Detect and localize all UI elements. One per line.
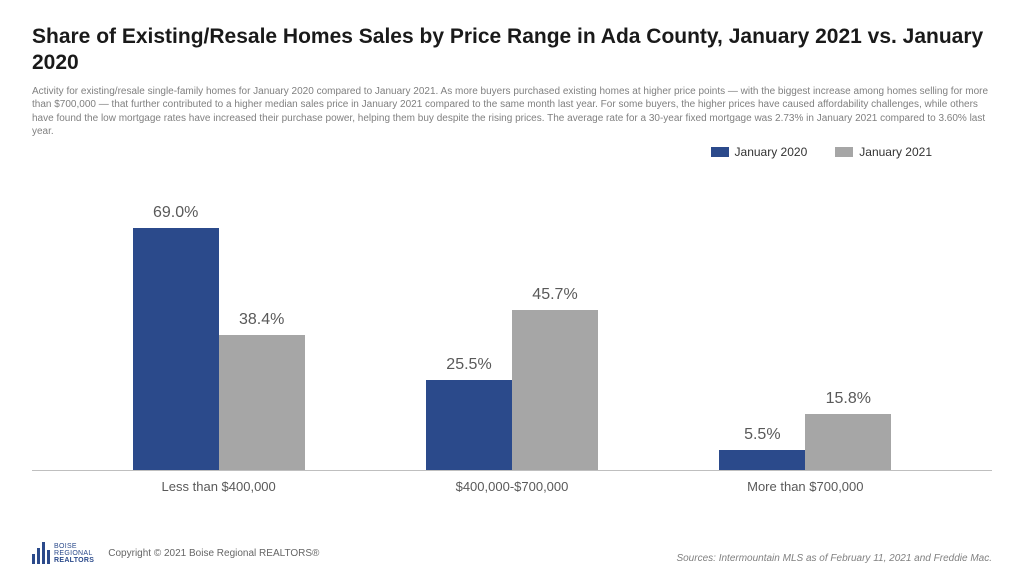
bar-value-label: 69.0%	[153, 204, 198, 222]
bar-value-label: 45.7%	[532, 286, 577, 304]
bar-wrap: 5.5%	[719, 426, 805, 469]
bar-wrap: 25.5%	[426, 356, 512, 469]
chart-plot-area: 69.0% 38.4% 25.5% 45.7% 5.5% 15.8%	[32, 161, 992, 471]
bar-value-label: 38.4%	[239, 311, 284, 329]
legend-item-2021: January 2021	[835, 145, 932, 159]
bar-group: 69.0% 38.4%	[72, 204, 365, 470]
legend-swatch-2021	[835, 147, 853, 157]
bar	[133, 228, 219, 470]
chart-subtitle: Activity for existing/resale single-fami…	[32, 85, 992, 139]
x-axis-labels: Less than $400,000$400,000-$700,000More …	[32, 471, 992, 494]
x-axis-label: Less than $400,000	[72, 479, 365, 494]
bar-wrap: 69.0%	[133, 204, 219, 470]
logo-bars-icon	[32, 542, 50, 564]
sources-text: Sources: Intermountain MLS as of Februar…	[676, 553, 992, 564]
bar-value-label: 25.5%	[446, 356, 491, 374]
legend-label-2021: January 2021	[859, 145, 932, 159]
bar-wrap: 15.8%	[805, 390, 891, 469]
footer: BOISE REGIONAL REALTORS Copyright © 2021…	[0, 542, 1024, 564]
bar	[805, 414, 891, 469]
legend-item-2020: January 2020	[711, 145, 808, 159]
bar	[426, 380, 512, 469]
legend-swatch-2020	[711, 147, 729, 157]
x-axis-label: More than $700,000	[659, 479, 952, 494]
footer-left: BOISE REGIONAL REALTORS Copyright © 2021…	[32, 542, 319, 564]
bar	[512, 310, 598, 470]
logo: BOISE REGIONAL REALTORS	[32, 542, 94, 564]
bar-group: 5.5% 15.8%	[659, 390, 952, 469]
chart-title: Share of Existing/Resale Homes Sales by …	[32, 24, 992, 77]
copyright-text: Copyright © 2021 Boise Regional REALTORS…	[108, 548, 319, 559]
bar	[719, 450, 805, 469]
bar-wrap: 38.4%	[219, 311, 305, 469]
bar	[219, 335, 305, 469]
logo-text: BOISE REGIONAL REALTORS	[54, 543, 94, 564]
legend-label-2020: January 2020	[735, 145, 808, 159]
bar-value-label: 5.5%	[744, 426, 780, 444]
bar-value-label: 15.8%	[826, 390, 871, 408]
legend: January 2020 January 2021	[32, 145, 992, 159]
bar-wrap: 45.7%	[512, 286, 598, 470]
bar-group: 25.5% 45.7%	[365, 286, 658, 470]
x-axis-label: $400,000-$700,000	[365, 479, 658, 494]
